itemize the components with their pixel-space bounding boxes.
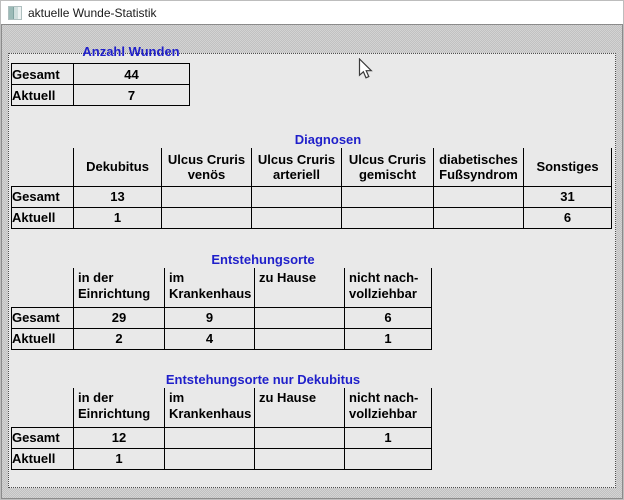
- value-cell: [341, 206, 434, 229]
- table-header-row: in der Einrichtung im Krankenhaus zu Hau…: [12, 268, 432, 307]
- value-cell: [161, 206, 252, 229]
- value-cell: [254, 327, 345, 350]
- value-cell: 1: [73, 206, 162, 229]
- table-row: Gesamt 13 31: [11, 185, 612, 208]
- value-cell: 6: [344, 306, 432, 329]
- value-cell: 13: [73, 185, 162, 208]
- value-cell: [161, 185, 252, 208]
- title-bar[interactable]: aktuelle Wunde-Statistik: [1, 1, 623, 24]
- section-heading-anzahl-wunden: Anzahl Wunden: [82, 44, 180, 59]
- value-cell: [164, 426, 255, 449]
- column-header: Ulcus Cruris venös: [161, 148, 252, 186]
- column-header: diabetisches Fußsyndrom: [433, 148, 524, 186]
- section-heading-diagnosen: Diagnosen: [294, 132, 362, 147]
- column-header: zu Hause: [254, 268, 345, 307]
- value-cell: 1: [344, 327, 432, 350]
- table-header-row: in der Einrichtung im Krankenhaus zu Hau…: [12, 388, 432, 427]
- column-header: Sonstiges: [523, 148, 612, 186]
- section-heading-entstehungsorte-dekubitus: Entstehungsorte nur Dekubitus: [165, 372, 361, 387]
- value-cell: [344, 447, 432, 470]
- row-label: Gesamt: [11, 63, 74, 85]
- entstehungsorte-dekubitus-table: in der Einrichtung im Krankenhaus zu Hau…: [11, 388, 432, 470]
- row-label: Gesamt: [11, 185, 74, 208]
- app-window-icon: [8, 5, 22, 20]
- column-header: Ulcus Cruris gemischt: [341, 148, 434, 186]
- row-label: Aktuell: [11, 84, 74, 106]
- window-title: aktuelle Wunde-Statistik: [28, 5, 157, 20]
- column-header: in der Einrichtung: [73, 268, 165, 307]
- value-cell: 4: [164, 327, 255, 350]
- entstehungsorte-table: in der Einrichtung im Krankenhaus zu Hau…: [11, 268, 432, 350]
- column-header: nicht nach- vollziehbar: [344, 388, 432, 427]
- value-cell: 7: [73, 84, 190, 106]
- row-label: Aktuell: [11, 206, 74, 229]
- row-label: Gesamt: [11, 306, 74, 329]
- value-cell: 1: [344, 426, 432, 449]
- table-row: Gesamt 29 9 6: [11, 306, 432, 329]
- anzahl-wunden-table: Gesamt 44 Aktuell 7: [11, 63, 190, 106]
- column-header: zu Hause: [254, 388, 345, 427]
- row-label: Aktuell: [11, 327, 74, 350]
- column-header: Dekubitus: [73, 148, 162, 186]
- value-cell: [433, 206, 524, 229]
- value-cell: 29: [73, 306, 165, 329]
- row-label: Gesamt: [11, 426, 74, 449]
- table-row: Aktuell 7: [11, 84, 190, 106]
- value-cell: [251, 206, 342, 229]
- value-cell: 44: [73, 63, 190, 85]
- value-cell: [254, 306, 345, 329]
- value-cell: [254, 447, 345, 470]
- table-row: Aktuell 1: [11, 447, 432, 470]
- corner-cell: [12, 268, 74, 307]
- value-cell: [251, 185, 342, 208]
- value-cell: 12: [73, 426, 165, 449]
- mouse-cursor-arrow: [358, 58, 373, 79]
- value-cell: [433, 185, 524, 208]
- corner-cell: [12, 148, 74, 186]
- table-row: Gesamt 12 1: [11, 426, 432, 449]
- column-header: nicht nach- vollziehbar: [344, 268, 432, 307]
- column-header: in der Einrichtung: [73, 388, 165, 427]
- table-row: Gesamt 44: [11, 63, 190, 85]
- table-row: Aktuell 1 6: [11, 206, 612, 229]
- corner-cell: [12, 388, 74, 427]
- table-row: Aktuell 2 4 1: [11, 327, 432, 350]
- value-cell: 9: [164, 306, 255, 329]
- diagnosen-table: Dekubitus Ulcus Cruris venös Ulcus Cruri…: [11, 148, 612, 229]
- column-header: im Krankenhaus: [164, 388, 255, 427]
- table-header-row: Dekubitus Ulcus Cruris venös Ulcus Cruri…: [12, 148, 612, 186]
- value-cell: 2: [73, 327, 165, 350]
- row-label: Aktuell: [11, 447, 74, 470]
- value-cell: [341, 185, 434, 208]
- value-cell: 31: [523, 185, 612, 208]
- value-cell: 1: [73, 447, 165, 470]
- column-header: Ulcus Cruris arteriell: [251, 148, 342, 186]
- value-cell: 6: [523, 206, 612, 229]
- section-heading-entstehungsorte: Entstehungsorte: [211, 252, 315, 267]
- value-cell: [164, 447, 255, 470]
- value-cell: [254, 426, 345, 449]
- column-header: im Krankenhaus: [164, 268, 255, 307]
